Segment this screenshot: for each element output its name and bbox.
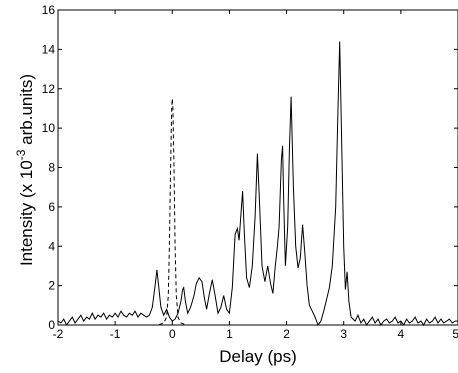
y-tick-label: 0 [48,318,55,332]
y-tick-label: 14 [42,42,56,56]
x-tick-label: 3 [340,327,347,341]
y-tick-label: 8 [48,161,55,175]
x-tick-label: 2 [283,327,290,341]
y-tick-label: 12 [42,82,56,96]
x-tick-label: -1 [110,327,121,341]
x-tick-label: 0 [169,327,176,341]
x-ticks: -2 -1 0 1 2 3 4 5 [53,10,458,341]
y-tick-label: 2 [48,279,55,293]
x-tick-label: 1 [226,327,233,341]
series-group [57,41,458,327]
series-line-2 [138,98,196,326]
x-tick-label: -2 [53,327,64,341]
y-tick-label: 16 [42,3,56,17]
x-axis-label: Delay (ps) [219,347,296,366]
x-tick-label: 5 [452,327,458,341]
x-tick-label: 4 [398,327,405,341]
y-ticks: 0 2 4 6 8 10 12 14 16 [42,3,458,332]
y-axis-label-exponent: -3 [14,149,28,160]
y-tick-label: 6 [48,200,55,214]
series-line-1 [57,41,458,327]
y-axis-label-suffix: arb.units) [17,74,36,150]
y-axis-label-main: Intensity (x 10 [17,160,36,266]
y-tick-label: 10 [42,121,56,135]
y-tick-label: 4 [48,239,55,253]
y-axis-label: Intensity (x 10-3 arb.units) [14,74,36,266]
